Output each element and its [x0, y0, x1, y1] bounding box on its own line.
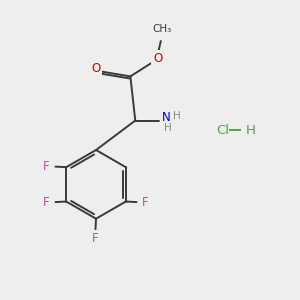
Text: F: F: [43, 196, 50, 209]
Text: H: H: [172, 111, 180, 121]
Text: F: F: [92, 232, 98, 245]
Text: CH₃: CH₃: [152, 24, 171, 34]
Text: N: N: [162, 111, 171, 124]
Text: F: F: [43, 160, 50, 173]
Text: F: F: [142, 196, 149, 209]
Text: H: H: [246, 124, 256, 137]
Text: O: O: [92, 62, 100, 75]
Text: H: H: [164, 123, 172, 134]
Text: Cl: Cl: [217, 124, 230, 137]
Text: O: O: [153, 52, 163, 65]
